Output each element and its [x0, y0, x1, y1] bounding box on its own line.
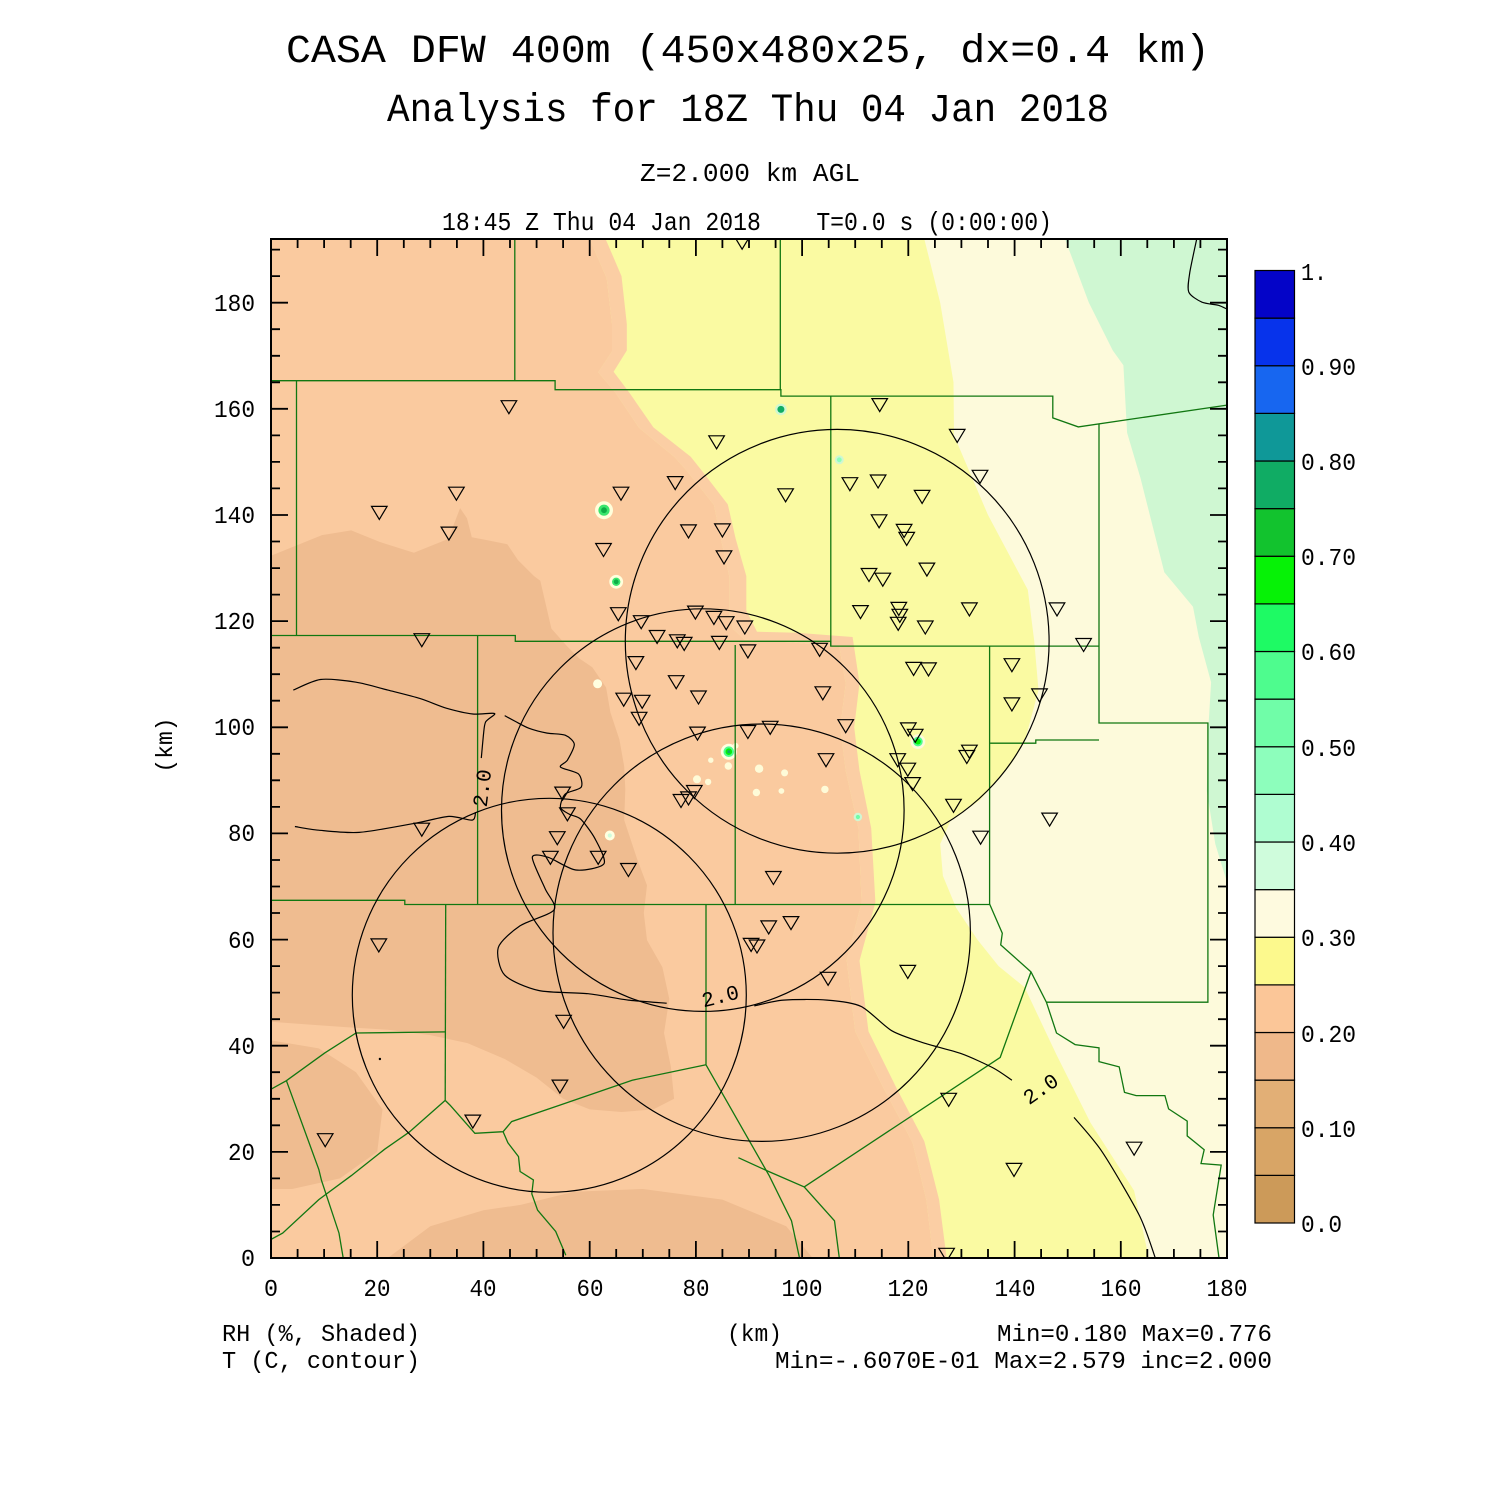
svg-text:100: 100 — [214, 716, 255, 743]
svg-text:0.20: 0.20 — [1301, 1023, 1356, 1050]
svg-text:20: 20 — [364, 1277, 391, 1304]
svg-text:100: 100 — [782, 1277, 823, 1304]
svg-text:180: 180 — [1207, 1277, 1248, 1304]
svg-text:0.10: 0.10 — [1301, 1118, 1356, 1145]
svg-text:80: 80 — [683, 1277, 710, 1304]
svg-text:160: 160 — [1101, 1277, 1142, 1304]
svg-text:80: 80 — [228, 822, 255, 849]
svg-text:0: 0 — [241, 1247, 255, 1274]
svg-text:180: 180 — [214, 292, 255, 319]
svg-text:Min=0.180 Max=0.776: Min=0.180 Max=0.776 — [997, 1322, 1272, 1349]
svg-text:RH (%, Shaded): RH (%, Shaded) — [222, 1322, 420, 1349]
svg-text:Z=2.000 km AGL: Z=2.000 km AGL — [640, 159, 860, 189]
svg-text:140: 140 — [214, 504, 255, 531]
svg-text:0.50: 0.50 — [1301, 737, 1356, 764]
svg-text:40: 40 — [470, 1277, 497, 1304]
svg-text:Min=-.6070E-01 Max=2.579 inc=2: Min=-.6070E-01 Max=2.579 inc=2.000 — [775, 1349, 1272, 1376]
svg-text:60: 60 — [228, 929, 255, 956]
svg-text:120: 120 — [888, 1277, 929, 1304]
svg-text:160: 160 — [214, 398, 255, 425]
svg-text:Analysis for 18Z Thu 04 Jan 20: Analysis for 18Z Thu 04 Jan 2018 — [387, 89, 1109, 134]
svg-text:0.70: 0.70 — [1301, 546, 1356, 573]
svg-text:0.30: 0.30 — [1301, 927, 1356, 954]
svg-text:2.0: 2.0 — [471, 768, 498, 808]
svg-text:0.80: 0.80 — [1301, 451, 1356, 478]
svg-text:18:45 Z Thu 04 Jan 2018 T=0: 18:45 Z Thu 04 Jan 2018 T=0.0 s (0:00:00… — [442, 208, 1052, 238]
svg-text:20: 20 — [228, 1141, 255, 1168]
svg-text:0.90: 0.90 — [1301, 356, 1356, 383]
svg-text:(km): (km) — [727, 1322, 782, 1349]
svg-text:60: 60 — [577, 1277, 604, 1304]
svg-text:0.60: 0.60 — [1301, 641, 1356, 668]
svg-text:T (C, contour): T (C, contour) — [222, 1349, 420, 1376]
svg-text:140: 140 — [995, 1277, 1036, 1304]
svg-text:0.40: 0.40 — [1301, 832, 1356, 859]
svg-text:1.: 1. — [1301, 261, 1327, 288]
svg-text:0.0: 0.0 — [1301, 1213, 1342, 1240]
svg-text:CASA DFW 400m (450x480x25, dx=: CASA DFW 400m (450x480x25, dx=0.4 km) — [286, 30, 1210, 75]
svg-text:120: 120 — [214, 610, 255, 637]
svg-text:40: 40 — [228, 1035, 255, 1062]
svg-text:0: 0 — [264, 1277, 278, 1304]
svg-text:(km): (km) — [153, 717, 179, 772]
